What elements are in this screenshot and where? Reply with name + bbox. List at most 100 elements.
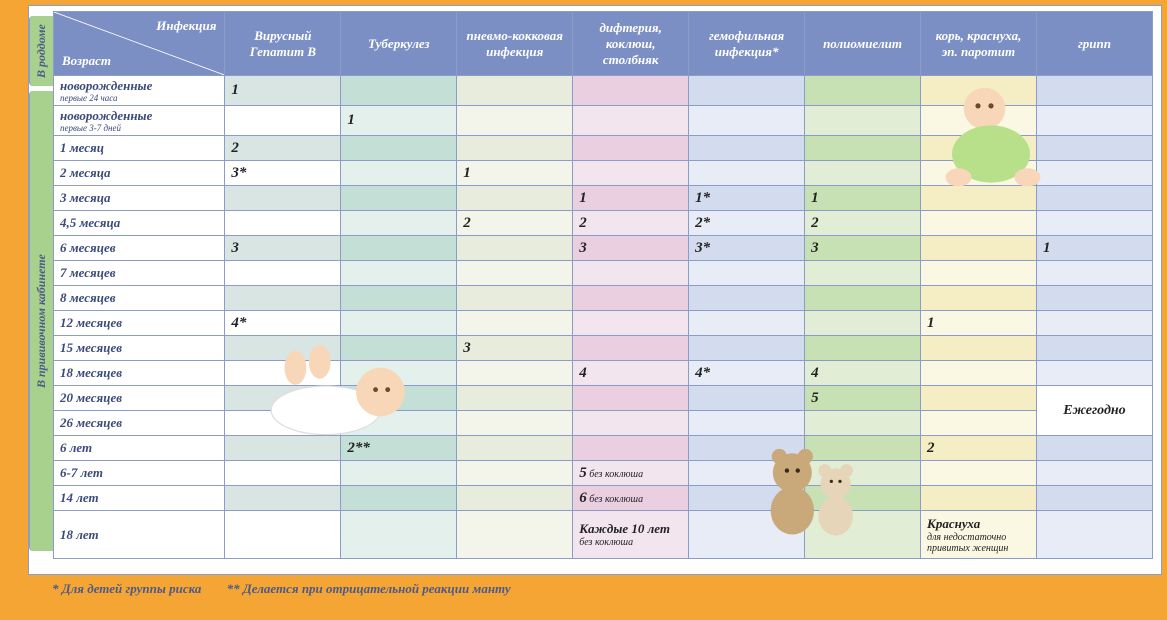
flu-cell xyxy=(1036,211,1152,236)
hepb-cell xyxy=(225,286,341,311)
table-row: 26 месяцев xyxy=(54,411,1153,436)
hib-cell: 3* xyxy=(689,236,805,261)
tb-cell xyxy=(341,311,457,336)
hib-cell xyxy=(689,136,805,161)
header-diagonal: Инфекция Возраст xyxy=(54,12,225,76)
hib-cell xyxy=(689,336,805,361)
hib-cell xyxy=(689,286,805,311)
tb-cell xyxy=(341,236,457,261)
mmr-cell xyxy=(921,186,1037,211)
tb-cell xyxy=(341,186,457,211)
hib-cell: 2* xyxy=(689,211,805,236)
hepb-cell xyxy=(225,511,341,559)
mmr-cell: 2 xyxy=(921,436,1037,461)
age-cell: 3 месяца xyxy=(54,186,225,211)
tb-cell xyxy=(341,336,457,361)
pol-cell xyxy=(805,511,921,559)
dtp-cell: 1 xyxy=(573,186,689,211)
table-row: 6 лет2**2 xyxy=(54,436,1153,461)
flu-cell xyxy=(1036,336,1152,361)
flu-cell xyxy=(1036,161,1152,186)
flu-cell xyxy=(1036,261,1152,286)
age-cell: 12 месяцев xyxy=(54,311,225,336)
age-cell: 8 месяцев xyxy=(54,286,225,311)
header-infection-label: Инфекция xyxy=(156,18,216,34)
tb-cell xyxy=(341,361,457,386)
side-tab-clinic: В прививочном кабинете xyxy=(29,91,53,551)
pnc-cell xyxy=(457,236,573,261)
pnc-cell xyxy=(457,76,573,106)
table-row: 12 месяцев4*1 xyxy=(54,311,1153,336)
pnc-cell xyxy=(457,136,573,161)
hepb-cell xyxy=(225,386,341,411)
table-row: 14 лет 6 без коклюша xyxy=(54,486,1153,511)
pnc-cell xyxy=(457,436,573,461)
hepb-cell xyxy=(225,411,341,436)
age-cell: 26 месяцев xyxy=(54,411,225,436)
table-row: 6-7 лет 5 без коклюша xyxy=(54,461,1153,486)
hib-cell xyxy=(689,411,805,436)
pol-cell xyxy=(805,76,921,106)
table-row: новорожденныепервые 3-7 дней1 xyxy=(54,106,1153,136)
side-tab-maternity: В роддоме xyxy=(29,16,53,86)
age-cell: 6-7 лет xyxy=(54,461,225,486)
flu-yearly-cell: Ежегодно xyxy=(1036,386,1152,436)
mmr-cell: Краснуха для недостаточно привитых женщи… xyxy=(921,511,1037,559)
dtp-cell xyxy=(573,386,689,411)
pol-cell xyxy=(805,461,921,486)
dtp-cell xyxy=(573,106,689,136)
table-row: 18 месяцев44*4 xyxy=(54,361,1153,386)
flu-cell xyxy=(1036,76,1152,106)
pnc-cell xyxy=(457,411,573,436)
tb-cell xyxy=(341,286,457,311)
tb-cell: 1 xyxy=(341,106,457,136)
table-row: 15 месяцев 3 xyxy=(54,336,1153,361)
table-row: 7 месяцев xyxy=(54,261,1153,286)
hepb-cell: 2 xyxy=(225,136,341,161)
flu-cell xyxy=(1036,136,1152,161)
frame: В роддоме В прививочном кабинете Инфекци… xyxy=(0,0,1167,620)
flu-cell xyxy=(1036,436,1152,461)
pnc-cell xyxy=(457,511,573,559)
pol-cell xyxy=(805,286,921,311)
dtp-cell xyxy=(573,411,689,436)
pol-cell xyxy=(805,261,921,286)
pnc-cell xyxy=(457,106,573,136)
hepb-cell xyxy=(225,261,341,286)
pol-cell xyxy=(805,106,921,136)
age-cell: 4,5 месяца xyxy=(54,211,225,236)
hib-cell xyxy=(689,161,805,186)
pnc-cell: 3 xyxy=(457,336,573,361)
dtp-cell: 6 без коклюша xyxy=(573,486,689,511)
flu-cell: 1 xyxy=(1036,236,1152,261)
tb-cell xyxy=(341,511,457,559)
dtp-cell: 5 без коклюша xyxy=(573,461,689,486)
hepb-cell: 1 xyxy=(225,76,341,106)
age-cell: 15 месяцев xyxy=(54,336,225,361)
mmr-cell xyxy=(921,236,1037,261)
pnc-cell xyxy=(457,261,573,286)
hib-cell xyxy=(689,106,805,136)
hepb-cell xyxy=(225,211,341,236)
hepb-cell: 4* xyxy=(225,311,341,336)
tb-cell: 2** xyxy=(341,436,457,461)
dtp-cell xyxy=(573,136,689,161)
table-row: 18 летКаждые 10 лет без коклюшаКраснуха … xyxy=(54,511,1153,559)
mmr-cell xyxy=(921,76,1037,106)
footnote-1: * Для детей группы риска xyxy=(52,581,201,596)
table-row: 6 месяцев333*31 xyxy=(54,236,1153,261)
age-cell: 7 месяцев xyxy=(54,261,225,286)
flu-cell xyxy=(1036,286,1152,311)
age-cell: 18 месяцев xyxy=(54,361,225,386)
pol-cell xyxy=(805,311,921,336)
footnote-2: ** Делается при отрицательной реакции ма… xyxy=(227,581,511,596)
pnc-cell: 2 xyxy=(457,211,573,236)
hepb-cell xyxy=(225,336,341,361)
pol-cell: 5 xyxy=(805,386,921,411)
hepb-cell xyxy=(225,106,341,136)
age-cell: 14 лет xyxy=(54,486,225,511)
dtp-cell: 3 xyxy=(573,236,689,261)
hib-cell xyxy=(689,511,805,559)
age-cell: 20 месяцев xyxy=(54,386,225,411)
header-age-label: Возраст xyxy=(62,53,111,69)
